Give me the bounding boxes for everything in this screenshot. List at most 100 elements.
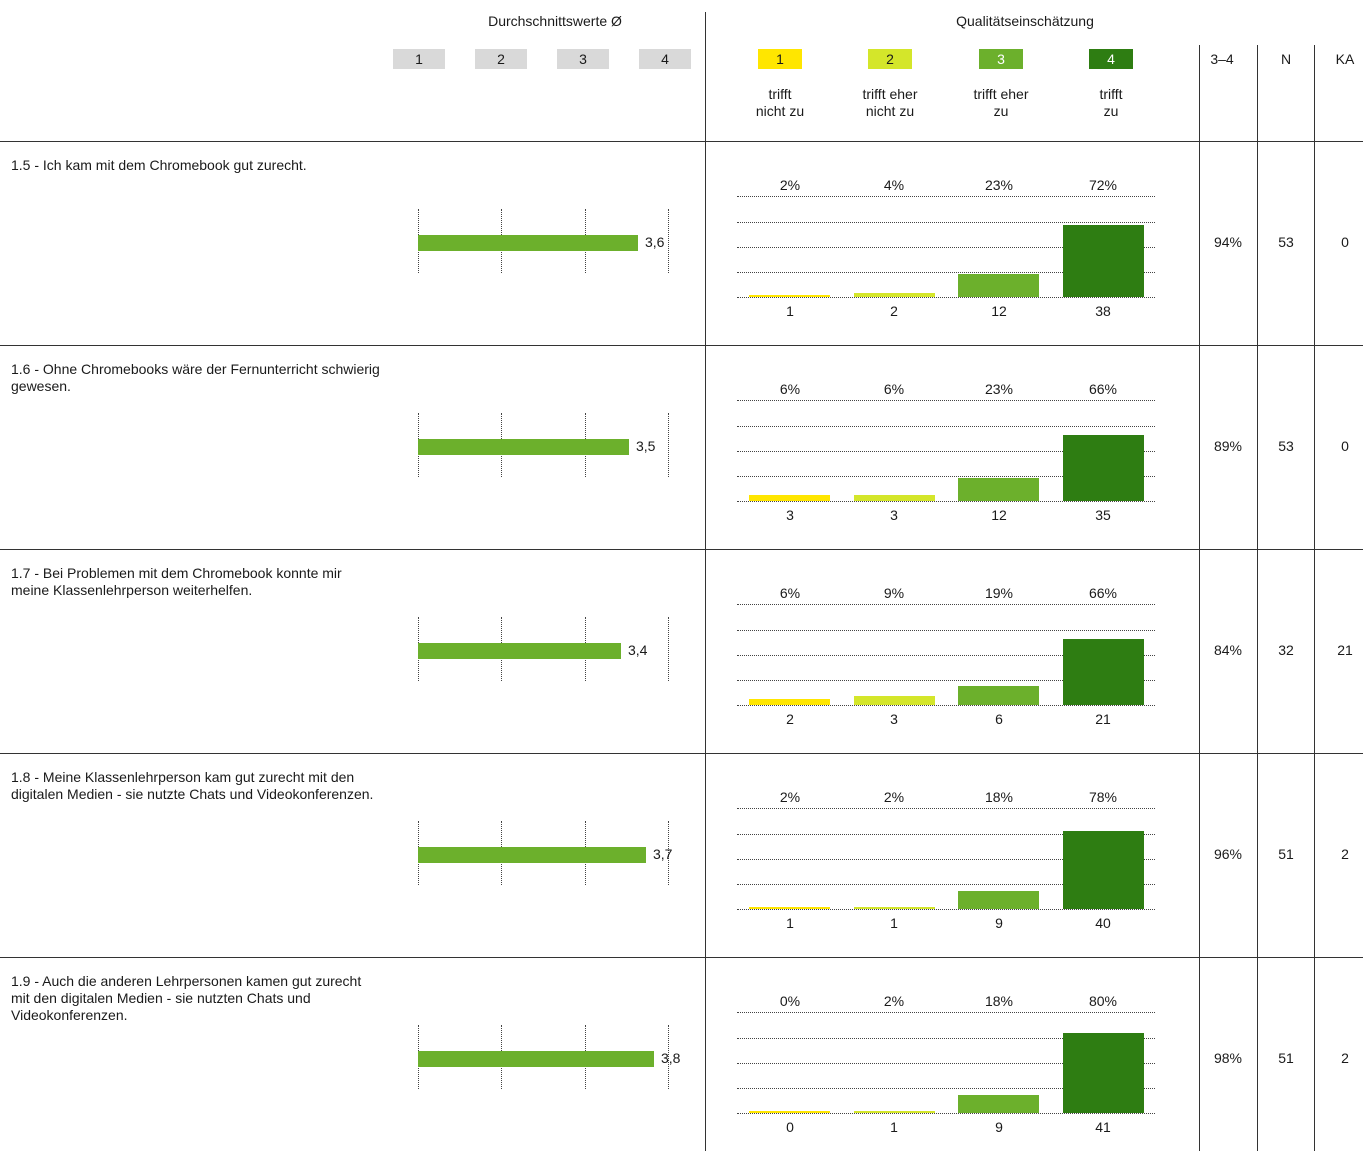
question-row-q-1-7: 1.7 - Bei Problemen mit dem Chromebook k… [0,549,1363,753]
count-label-3: 6 [995,711,1003,727]
count-label-2: 2 [890,303,898,319]
count-label-2: 1 [890,1119,898,1135]
ka-value: 0 [1341,234,1349,250]
col-header-ka: KA [1335,51,1355,67]
quality-gridline [737,655,1155,656]
count-label-1: 2 [786,711,794,727]
count-label-3: 9 [995,915,1003,931]
quality-gridline [737,1038,1155,1039]
count-label-4: 21 [1095,711,1111,727]
quality-gridline [737,1012,1155,1013]
avg-scale-1: 1 [393,49,445,69]
question-text: 1.6 - Ohne Chromebooks wäre der Fernunte… [11,361,380,394]
percent-label-2: 9% [883,585,905,601]
quality-bar-2 [854,1111,935,1113]
row-separator [0,141,1363,142]
quality-gridline [737,705,1155,706]
count-label-3: 12 [991,303,1007,319]
count-label-2: 3 [890,711,898,727]
share-34-value: 84% [1213,642,1243,658]
quality-desc-2: trifft eher nicht zu [862,86,918,119]
quality-bar-3 [958,274,1039,297]
avg-value-label: 3,8 [661,1050,681,1066]
percent-label-2: 4% [883,177,905,193]
quality-gridline [737,604,1155,605]
row-separator [0,753,1363,754]
quality-bar-1 [749,1111,830,1113]
avg-value-label: 3,6 [645,234,665,250]
quality-gridline [737,196,1155,197]
avg-scale-2: 2 [475,49,527,69]
question-row-q-1-9: 1.9 - Auch die anderen Lehrpersonen kame… [0,957,1363,1161]
quality-bar-2 [854,907,935,909]
percent-label-4: 80% [1088,993,1118,1009]
count-label-2: 3 [890,507,898,523]
avg-bar [418,439,629,455]
percent-label-3: 19% [984,585,1014,601]
percent-label-3: 23% [984,381,1014,397]
quality-bar-2 [854,696,935,705]
divider-34 [1199,45,1200,1151]
ka-value: 0 [1341,438,1349,454]
quality-scale-2: 2 [868,49,912,69]
share-34-value: 89% [1213,438,1243,454]
avg-bar [418,235,638,251]
quality-scale-4: 4 [1089,49,1133,69]
quality-scale-1: 1 [758,49,802,69]
quality-gridline [737,476,1155,477]
avg-axis-tick-4 [668,617,669,681]
quality-gridline [737,808,1155,809]
avg-bar [418,1051,654,1067]
quality-bar-4 [1063,1033,1144,1113]
col-header-34: 3–4 [1210,51,1234,67]
quality-bar-3 [958,1095,1039,1113]
avg-bar [418,643,621,659]
percent-label-1: 2% [779,789,801,805]
percent-label-1: 6% [779,381,801,397]
avg-axis-tick-4 [668,413,669,477]
quality-bar-2 [854,293,935,297]
count-label-1: 1 [786,915,794,931]
avg-title: Durchschnittswerte Ø [488,13,622,29]
n-value: 53 [1278,438,1294,454]
question-row-q-1-6: 1.6 - Ohne Chromebooks wäre der Fernunte… [0,345,1363,549]
avg-value-label: 3,7 [653,846,673,862]
count-label-4: 41 [1095,1119,1111,1135]
percent-label-1: 2% [779,177,801,193]
question-row-q-1-5: 1.5 - Ich kam mit dem Chromebook gut zur… [0,141,1363,345]
quality-bar-4 [1063,225,1144,297]
quality-gridline [737,680,1155,681]
share-34-value: 96% [1213,846,1243,862]
count-label-4: 35 [1095,507,1111,523]
avg-bar [418,847,646,863]
quality-gridline [737,400,1155,401]
percent-label-4: 78% [1088,789,1118,805]
quality-bar-1 [749,295,830,297]
row-separator [0,957,1363,958]
percent-label-4: 66% [1088,585,1118,601]
ka-value: 2 [1341,846,1349,862]
percent-label-2: 2% [883,789,905,805]
avg-scale-3: 3 [557,49,609,69]
count-label-4: 38 [1095,303,1111,319]
avg-axis-tick-4 [668,1025,669,1089]
quality-bar-4 [1063,435,1144,501]
question-text: 1.5 - Ich kam mit dem Chromebook gut zur… [11,157,307,173]
quality-bar-3 [958,686,1039,705]
quality-gridline [737,909,1155,910]
avg-axis-tick-4 [668,821,669,885]
n-value: 32 [1278,642,1294,658]
quality-gridline [737,884,1155,885]
count-label-1: 1 [786,303,794,319]
quality-bar-2 [854,495,935,501]
quality-scale-3: 3 [979,49,1023,69]
divider-n [1257,45,1258,1151]
question-text: 1.9 - Auch die anderen Lehrpersonen kame… [11,973,362,1023]
quality-title: Qualitätseinschätzung [956,13,1094,29]
percent-label-2: 6% [883,381,905,397]
quality-bar-4 [1063,639,1144,705]
quality-gridline [737,1113,1155,1114]
quality-gridline [737,222,1155,223]
count-label-3: 9 [995,1119,1003,1135]
percent-label-1: 0% [779,993,801,1009]
